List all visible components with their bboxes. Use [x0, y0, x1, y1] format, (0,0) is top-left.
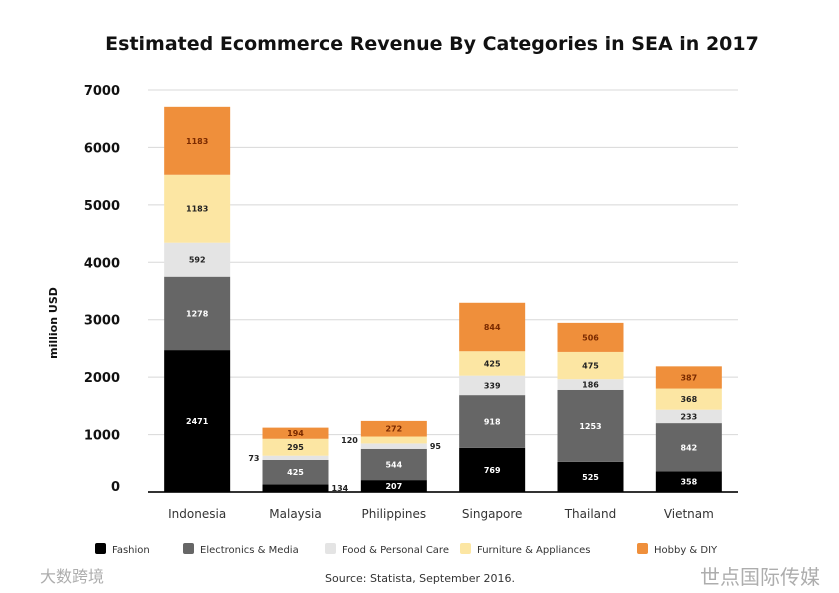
bar-segment: [459, 302, 526, 352]
legend-label: Food & Personal Care: [342, 545, 449, 556]
y-tick-label: 1000: [84, 429, 120, 444]
source-note: Source: Statista, September 2016.: [325, 572, 515, 585]
data-label: 544: [385, 460, 402, 469]
data-label: 506: [582, 333, 599, 342]
bar-segment: [655, 423, 722, 472]
legend-swatch: [637, 543, 648, 554]
data-label: 425: [484, 359, 501, 368]
bar-segment: [262, 438, 329, 456]
data-label: 368: [680, 395, 697, 404]
data-label: 2471: [186, 417, 209, 426]
bar-segment: [164, 276, 231, 351]
data-label: 844: [484, 323, 501, 332]
bar-segment: [360, 448, 427, 481]
bar-segment: [262, 427, 329, 439]
legend-swatch: [95, 543, 106, 554]
bar-segment: [557, 351, 624, 380]
bar-segment: [164, 350, 231, 492]
y-tick-label: 7000: [84, 84, 120, 99]
legend-swatch: [460, 543, 471, 554]
x-tick-label: Philippines: [362, 507, 427, 521]
bar-segment: [164, 174, 231, 243]
y-tick-label: 0: [111, 480, 120, 495]
bar-segment: [360, 480, 427, 492]
legend-label: Electronics & Media: [200, 545, 299, 556]
x-tick-label: Indonesia: [168, 507, 226, 521]
y-axis-label: million USD: [47, 287, 60, 359]
data-label: 842: [680, 443, 697, 452]
bar-segment: [360, 436, 427, 444]
bar-segment: [557, 322, 624, 352]
bar-segment: [164, 242, 231, 277]
bar-segment: [262, 484, 329, 492]
data-label: 120: [341, 436, 358, 445]
data-label: 272: [385, 425, 402, 434]
data-label: 1183: [186, 205, 208, 214]
legend-label: Hobby & DIY: [654, 545, 718, 556]
y-tick-label: 4000: [84, 256, 120, 271]
bar-segment: [262, 459, 329, 485]
legend-label: Furniture & Appliances: [477, 545, 590, 556]
bar-segment: [459, 447, 526, 492]
bar-segment: [360, 443, 427, 449]
data-label: 73: [248, 454, 259, 463]
y-tick-label: 3000: [84, 314, 120, 329]
bar-segment: [459, 351, 526, 376]
bar-segment: [459, 375, 526, 396]
data-label: 387: [680, 373, 697, 382]
x-tick-label: Vietnam: [664, 507, 714, 521]
bar-segment: [655, 409, 722, 424]
data-label: 295: [287, 443, 304, 452]
data-label: 339: [484, 381, 501, 390]
data-label: 1183: [186, 137, 208, 146]
data-label: 475: [582, 362, 599, 371]
legend-swatch: [183, 543, 194, 554]
data-label: 95: [430, 442, 442, 451]
bar-segment: [557, 379, 624, 390]
bar-segment: [459, 395, 526, 448]
bar-segment: [360, 420, 427, 437]
bar-segment: [655, 388, 722, 410]
bar-segment: [655, 471, 722, 492]
data-label: 1253: [579, 422, 601, 431]
watermark-right: 世点国际传媒: [700, 565, 820, 589]
data-label: 1278: [186, 309, 209, 318]
y-tick-label: 6000: [84, 141, 120, 156]
x-tick-label: Malaysia: [269, 507, 321, 521]
data-label: 207: [385, 482, 402, 491]
chart-title: Estimated Ecommerce Revenue By Categorie…: [105, 33, 759, 55]
bar-segment: [557, 389, 624, 462]
data-label: 769: [484, 466, 501, 475]
data-label: 194: [287, 429, 304, 438]
data-label: 525: [582, 473, 599, 482]
y-tick-label: 5000: [84, 199, 120, 214]
bar-segment: [262, 455, 329, 460]
data-label: 134: [332, 484, 349, 493]
data-label: 358: [680, 478, 697, 487]
bar-segment: [655, 366, 722, 389]
legend-swatch: [325, 543, 336, 554]
x-tick-label: Thailand: [564, 507, 617, 521]
bar-segment: [557, 461, 624, 492]
data-label: 425: [287, 468, 304, 477]
watermark-left: 大数跨境: [40, 567, 104, 586]
y-tick-label: 2000: [84, 371, 120, 386]
bar-segment: [164, 106, 231, 175]
data-label: 592: [189, 256, 206, 265]
legend-label: Fashion: [112, 545, 150, 556]
data-label: 918: [484, 417, 501, 426]
data-label: 186: [582, 381, 599, 390]
x-tick-label: Singapore: [462, 507, 523, 521]
data-label: 233: [680, 412, 697, 421]
